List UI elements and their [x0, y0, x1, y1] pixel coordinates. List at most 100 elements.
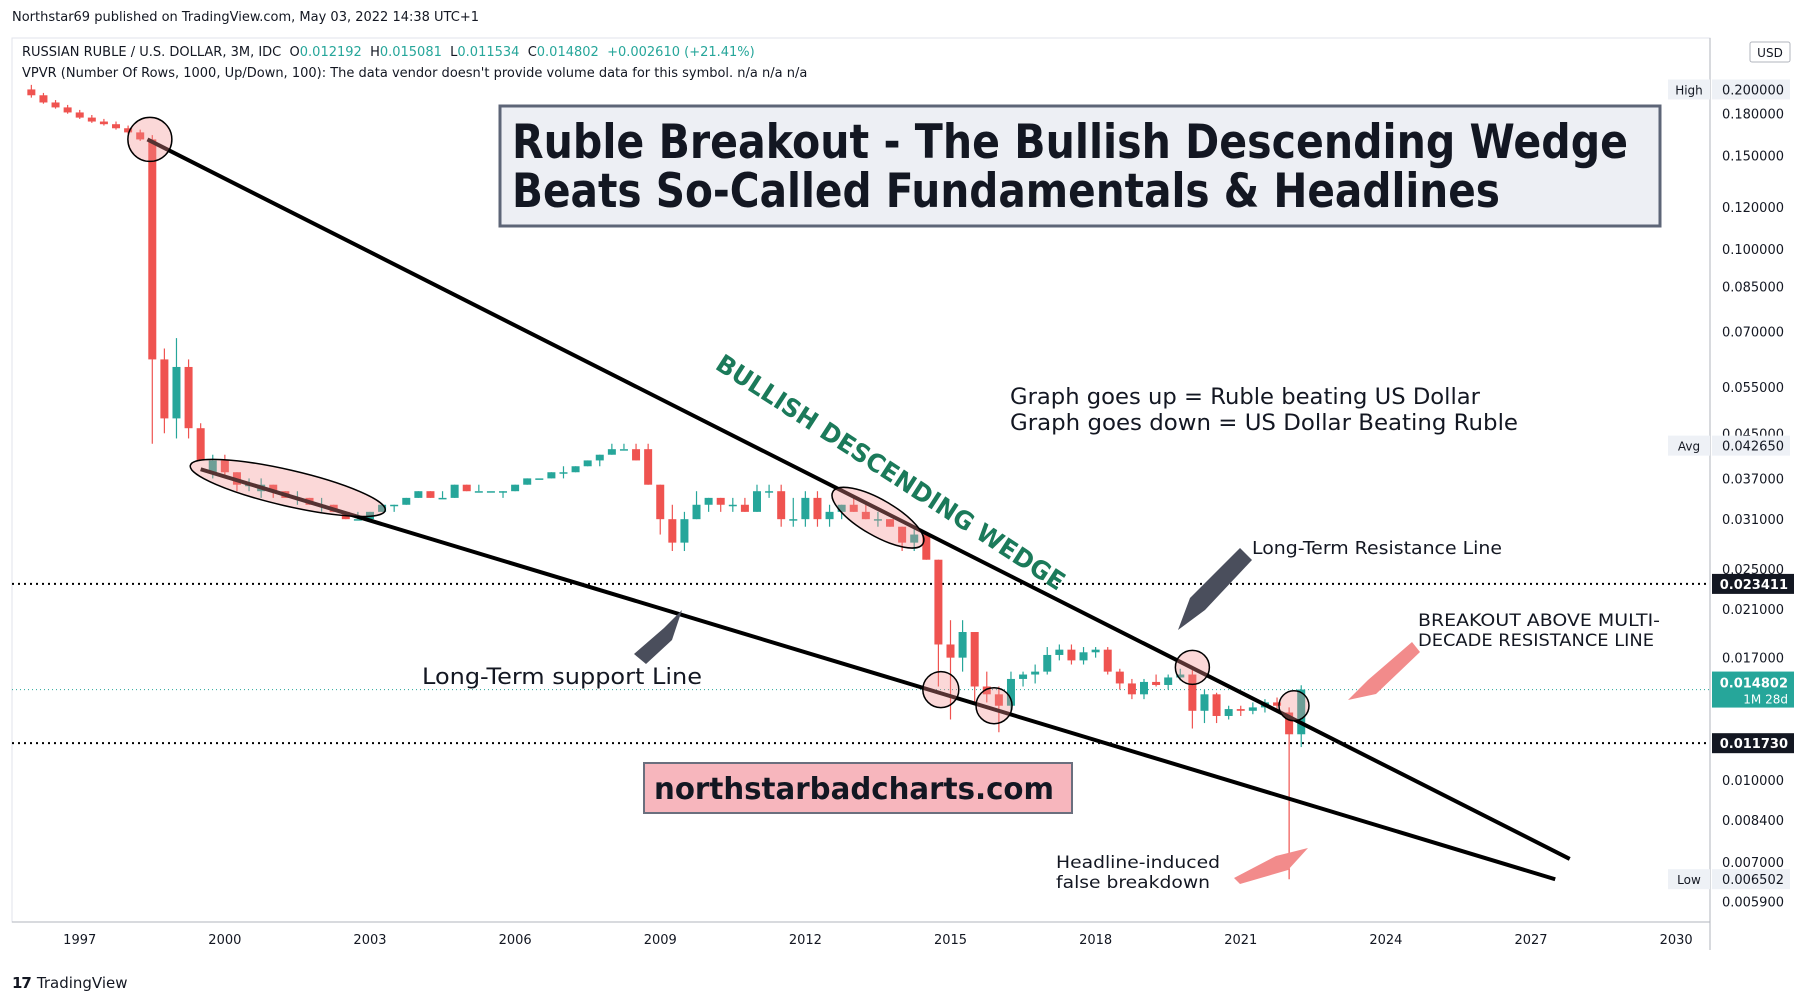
- horizontal-price-lines: [12, 584, 1710, 743]
- x-tick-label: 2009: [644, 933, 677, 948]
- candle-body: [1140, 682, 1148, 694]
- candle-body: [572, 466, 580, 472]
- candle-body: [584, 460, 592, 466]
- candle-body: [753, 491, 761, 512]
- time-axis[interactable]: 1997 2000 2003 2006 2009 2012 2015 2018 2021 2024…: [63, 933, 1693, 948]
- candle-body: [197, 428, 205, 460]
- high-value: 0.015081: [380, 45, 442, 60]
- touch-ellipse: [186, 448, 389, 528]
- price-tag-value: 0.200000: [1722, 83, 1784, 98]
- candle-body: [1116, 672, 1124, 684]
- tradingview-brand: TradingView: [37, 974, 128, 992]
- current-price-value: 0.014802: [1720, 677, 1788, 692]
- candle-body: [547, 472, 555, 478]
- symbol-name[interactable]: RUSSIAN RUBLE / U.S. DOLLAR, 3M, IDC: [22, 45, 281, 60]
- price-tag-label: Low: [1677, 873, 1701, 887]
- candle-body: [1249, 707, 1257, 710]
- x-tick-label: 2006: [499, 933, 532, 948]
- price-tag-label: High: [1675, 83, 1703, 97]
- candle-body: [559, 472, 567, 474]
- breakout-arrow-icon: [1348, 642, 1420, 700]
- candle-body: [596, 455, 604, 461]
- candle-body: [656, 485, 664, 519]
- title-line2: Beats So-Called Fundamentals & Headlines: [512, 164, 1500, 219]
- candle-body: [148, 139, 156, 359]
- price-tag-label: Avg: [1678, 440, 1700, 454]
- candle-body: [741, 505, 749, 512]
- candle-body: [475, 491, 483, 493]
- chart-annotations: Ruble Breakout - The Bullish Descending …: [128, 106, 1660, 893]
- change-value: +0.002610 (+21.41%): [607, 45, 755, 60]
- y-tick-label: 0.017000: [1722, 652, 1784, 667]
- tradingview-logo-icon: 17: [12, 974, 31, 992]
- candle-body: [439, 498, 447, 500]
- x-tick-label: 2024: [1369, 933, 1402, 948]
- candle-body: [1067, 650, 1075, 661]
- resistance-arrow-icon: [1178, 548, 1252, 630]
- candle-body: [813, 498, 821, 519]
- tradingview-footer[interactable]: 17 TradingView: [12, 974, 128, 992]
- candle-body: [487, 491, 495, 493]
- touch-circle: [1175, 650, 1209, 684]
- candle-body: [88, 118, 96, 122]
- currency-label: USD: [1757, 46, 1783, 60]
- publish-info: Northstar69 published on TradingView.com…: [12, 10, 479, 25]
- candle-body: [112, 124, 120, 128]
- y-tick-label: 0.010000: [1722, 774, 1784, 789]
- candle-body: [644, 449, 652, 485]
- resistance-label: Long-Term Resistance Line: [1252, 538, 1502, 559]
- touch-circle: [976, 688, 1012, 724]
- y-tick-label: 0.021000: [1722, 603, 1784, 618]
- candle-body: [463, 485, 471, 491]
- candle-body: [693, 505, 701, 519]
- y-tick-label: 0.008400: [1722, 814, 1784, 829]
- y-tick-label: 0.007000: [1722, 856, 1784, 871]
- support-arrow-icon: [634, 610, 682, 664]
- candle-body: [729, 505, 737, 507]
- x-tick-label: 2000: [208, 933, 241, 948]
- title-line1: Ruble Breakout - The Bullish Descending …: [512, 115, 1628, 170]
- candle-body: [1164, 677, 1172, 685]
- candle-body: [632, 449, 640, 460]
- y-tick-label: 0.037000: [1722, 472, 1784, 487]
- candle-body: [1213, 694, 1221, 716]
- close-label: C: [528, 45, 537, 60]
- candle-body: [765, 491, 773, 493]
- horizontal-line-tag-label: 0.011730: [1720, 737, 1788, 752]
- candle-body: [1031, 672, 1039, 675]
- candle-body: [1128, 683, 1136, 694]
- price-tag-value: 0.006502: [1722, 873, 1784, 888]
- breakout-line2: DECADE RESISTANCE LINE: [1418, 631, 1654, 651]
- x-tick-label: 2030: [1660, 933, 1693, 948]
- open-label: O: [290, 45, 300, 60]
- graph-down-text: Graph goes down = US Dollar Beating Rubl…: [1010, 411, 1518, 436]
- candle-body: [717, 498, 725, 505]
- indicator-legend[interactable]: VPVR (Number Of Rows, 1000, Up/Down, 100…: [22, 66, 807, 81]
- open-value: 0.012192: [300, 45, 362, 60]
- symbol-legend: RUSSIAN RUBLE / U.S. DOLLAR, 3M, IDC O0.…: [22, 45, 755, 60]
- candle-body: [402, 498, 410, 505]
- y-tick-label: 0.085000: [1722, 281, 1784, 296]
- support-label: Long-Term support Line: [422, 665, 702, 690]
- x-tick-label: 2018: [1079, 933, 1112, 948]
- touch-circle: [923, 672, 959, 708]
- horizontal-line-tag-label: 0.023411: [1720, 578, 1788, 593]
- candle-body: [511, 485, 519, 491]
- price-axis[interactable]: 0.200000 0.180000 0.150000 0.120000 0.100000…: [1668, 42, 1794, 911]
- y-tick-label: 0.180000: [1722, 108, 1784, 123]
- candle-body: [620, 449, 628, 451]
- breakout-line1: BREAKOUT ABOVE MULTI-: [1418, 611, 1660, 631]
- price-tag-value: 0.042650: [1722, 440, 1784, 455]
- candle-body: [76, 112, 84, 117]
- x-tick-label: 2027: [1514, 933, 1547, 948]
- candle-body: [1055, 650, 1063, 655]
- candle-body: [705, 498, 713, 505]
- y-tick-label: 0.070000: [1722, 325, 1784, 340]
- candle-body: [1237, 709, 1245, 711]
- candle-body: [39, 95, 47, 102]
- candle-body: [1104, 650, 1112, 672]
- candle-body: [1200, 694, 1208, 710]
- false-breakdown-line2: false breakdown: [1056, 873, 1210, 893]
- x-tick-label: 1997: [63, 933, 96, 948]
